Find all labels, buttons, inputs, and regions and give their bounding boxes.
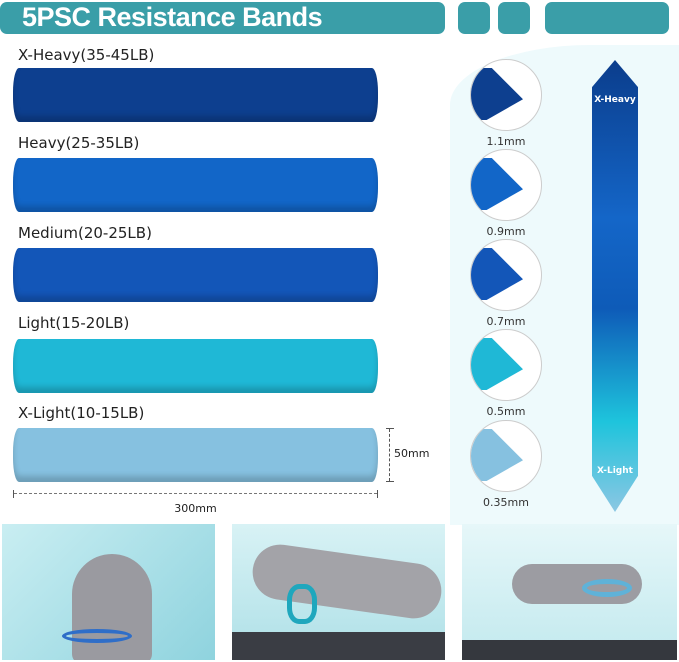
width-dimension-line xyxy=(13,490,378,498)
band-label: Light(15-20LB) xyxy=(18,314,130,332)
thickness-swatch xyxy=(470,149,542,221)
title-banner xyxy=(0,2,445,34)
band-label: Medium(20-25LB) xyxy=(18,224,152,242)
band-label: Heavy(25-35LB) xyxy=(18,134,140,152)
thickness-swatch xyxy=(470,59,542,131)
band-light xyxy=(13,339,378,393)
thickness-label: 0.7mm xyxy=(486,315,526,328)
page-title: 5PSC Resistance Bands xyxy=(22,2,323,32)
exercise-photo-squat xyxy=(2,524,215,660)
resistance-scale-arrow xyxy=(592,60,638,512)
width-label: 300mm xyxy=(174,502,217,515)
thickness-swatch xyxy=(470,329,542,401)
thickness-swatch xyxy=(470,239,542,311)
header-block xyxy=(545,2,669,34)
band-medium xyxy=(13,248,378,302)
band-label: X-Heavy(35-45LB) xyxy=(18,46,155,64)
scale-top-label: X-Heavy xyxy=(594,95,636,105)
height-dimension-line xyxy=(386,428,394,482)
thickness-label: 0.9mm xyxy=(486,225,526,238)
height-label: 50mm xyxy=(394,447,430,460)
header-block xyxy=(498,2,530,34)
scale-bottom-label: X-Light xyxy=(597,466,633,476)
band-heavy xyxy=(13,158,378,212)
exercise-photo-leg-lift xyxy=(232,524,445,660)
band-x-heavy xyxy=(13,68,378,122)
header-block xyxy=(458,2,490,34)
thickness-label: 1.1mm xyxy=(486,135,526,148)
thickness-swatch xyxy=(470,420,542,492)
thickness-label: 0.35mm xyxy=(483,496,529,509)
thickness-label: 0.5mm xyxy=(486,405,526,418)
exercise-photo-kickback xyxy=(462,524,677,660)
band-x-light xyxy=(13,428,378,482)
band-label: X-Light(10-15LB) xyxy=(18,404,145,422)
